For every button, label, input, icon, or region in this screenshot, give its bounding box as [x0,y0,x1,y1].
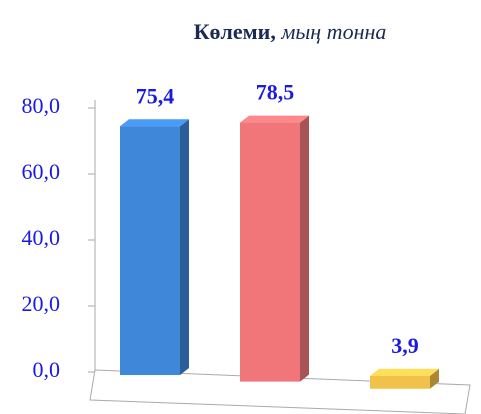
bar-side [300,115,309,382]
bar-top [240,115,309,123]
value-label: 3,9 [391,333,419,358]
y-tick-label: 80,0 [22,93,61,118]
bar-top [370,368,439,376]
bar [240,122,300,382]
floor [89,369,471,414]
value-label: 75,4 [136,83,175,108]
value-label: 78,5 [256,80,295,105]
y-tick-label: 20,0 [22,291,61,316]
bar-side [430,368,439,389]
y-tick-label: 0,0 [33,357,61,382]
y-tick-label: 60,0 [22,159,61,184]
bar-top [120,119,189,127]
bar-side [180,119,189,376]
title-main: Көлеми, [194,19,276,44]
chart-title: Көлеми, мың тонна [194,19,387,44]
bar [370,375,430,389]
bar [120,126,180,376]
y-tick-label: 40,0 [22,225,61,250]
title-unit: мың тонна [280,19,386,44]
